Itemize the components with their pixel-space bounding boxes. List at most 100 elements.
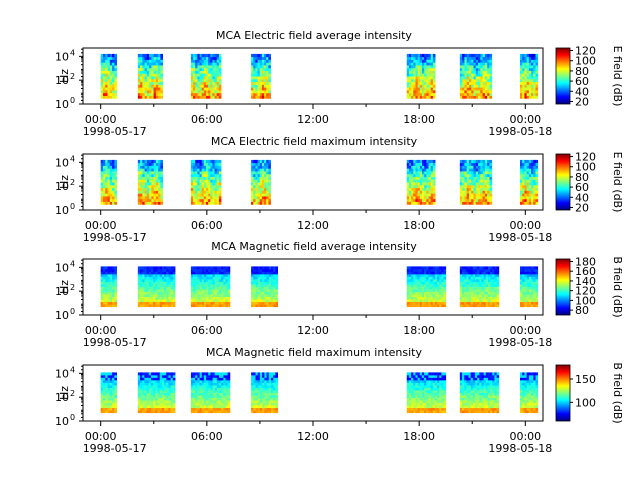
- spectrogram-cell: [522, 182, 525, 186]
- spectrogram-cell: [266, 402, 270, 406]
- spectrogram-cell: [168, 390, 172, 393]
- spectrogram-cell: [206, 395, 209, 398]
- spectrogram-cell: [214, 182, 218, 186]
- spectrogram-cell: [195, 268, 198, 272]
- spectrogram-cell: [102, 159, 106, 164]
- spectrogram-cell: [419, 281, 423, 285]
- spectrogram-cell: [155, 301, 158, 305]
- spectrogram-cell: [140, 89, 143, 94]
- spectrogram-cell: [161, 402, 165, 406]
- spectrogram-cell: [223, 299, 226, 303]
- spectrogram-cell: [197, 405, 200, 409]
- spectrogram-cell: [227, 410, 231, 414]
- spectrogram-cell: [112, 291, 115, 295]
- spectrogram-cell: [190, 70, 194, 74]
- spectrogram-cell: [114, 294, 118, 298]
- spectrogram-cell: [475, 89, 479, 94]
- spectrogram-cell: [219, 296, 222, 300]
- spectrogram-cell: [426, 201, 429, 205]
- spectrogram-cell: [472, 299, 476, 303]
- spectrogram-cell: [411, 84, 414, 88]
- spectrogram-cell: [422, 198, 425, 202]
- panel-title: MCA Magnetic field maximum intensity: [206, 346, 422, 359]
- spectrogram-cell: [492, 278, 495, 282]
- spectrogram-cell: [195, 159, 198, 164]
- spectrogram-cell: [494, 304, 497, 308]
- spectrogram-cell: [479, 281, 482, 285]
- spectrogram-cell: [157, 296, 161, 300]
- spectrogram-cell: [153, 92, 157, 96]
- spectrogram-cell: [112, 372, 115, 376]
- spectrogram-cell: [259, 276, 263, 280]
- spectrogram-cell: [487, 165, 490, 169]
- spectrogram-cell: [100, 397, 104, 401]
- spectrogram-cell: [102, 62, 106, 66]
- spectrogram-cell: [100, 73, 104, 77]
- spectrogram-cell: [439, 284, 442, 287]
- spectrogram-cell: [206, 296, 209, 300]
- spectrogram-cell: [142, 159, 145, 164]
- spectrogram-cell: [212, 198, 215, 202]
- spectrogram-cell: [208, 382, 211, 386]
- spectrogram-cell: [406, 304, 410, 308]
- spectrogram-cell: [264, 299, 267, 303]
- spectrogram-cell: [268, 84, 271, 88]
- spectrogram-cell: [208, 87, 211, 91]
- spectrogram-cell: [477, 286, 480, 290]
- spectrogram-cell: [474, 299, 478, 303]
- spectrogram-cell: [199, 395, 203, 398]
- spectrogram-cell: [208, 377, 211, 381]
- spectrogram-cell: [261, 87, 265, 91]
- spectrogram-cell: [214, 271, 218, 275]
- spectrogram-cell: [172, 372, 176, 376]
- spectrogram-cell: [219, 400, 222, 404]
- spectrogram-cell: [430, 281, 434, 285]
- spectrogram-cell: [533, 198, 536, 202]
- spectrogram-cell: [216, 62, 220, 66]
- spectrogram-cell: [227, 276, 231, 280]
- spectrogram-cell: [199, 281, 203, 285]
- spectrogram-cell: [528, 70, 532, 74]
- spectrogram-cell: [216, 400, 220, 404]
- spectrogram-cell: [158, 168, 161, 172]
- spectrogram-cell: [419, 190, 423, 194]
- spectrogram-cell: [533, 81, 536, 85]
- spectrogram-cell: [473, 95, 477, 99]
- spectrogram-cell: [164, 374, 167, 378]
- spectrogram-cell: [475, 84, 479, 88]
- spectrogram-cell: [149, 76, 152, 80]
- spectrogram-cell: [428, 301, 431, 305]
- spectrogram-cell: [408, 304, 412, 308]
- spectrogram-cell: [520, 59, 523, 63]
- spectrogram-cell: [466, 59, 470, 63]
- spectrogram-cell: [225, 382, 229, 386]
- spectrogram-cell: [205, 195, 209, 200]
- spectrogram-cell: [146, 410, 150, 414]
- spectrogram-cell: [100, 62, 104, 66]
- spectrogram-cell: [206, 291, 209, 295]
- spectrogram-cell: [524, 53, 528, 58]
- colorbar-tick-label: 180: [575, 255, 596, 268]
- spectrogram-cell: [161, 291, 165, 295]
- spectrogram-cell: [268, 395, 272, 398]
- x-tick-label: 00:00: [509, 113, 541, 126]
- spectrogram-cell: [257, 184, 261, 189]
- spectrogram-cell: [193, 62, 196, 66]
- spectrogram-cell: [208, 184, 211, 189]
- spectrogram-cell: [221, 395, 224, 398]
- spectrogram-cell: [151, 162, 155, 166]
- spectrogram-cell: [255, 89, 258, 94]
- spectrogram-cell: [105, 187, 108, 191]
- spectrogram-cell: [107, 78, 111, 83]
- spectrogram-cell: [109, 299, 113, 303]
- spectrogram-cell: [483, 273, 487, 277]
- spectrogram-cell: [473, 171, 477, 175]
- spectrogram-cell: [266, 294, 270, 298]
- spectrogram-cell: [107, 405, 111, 409]
- spectrogram-cell: [406, 273, 410, 277]
- spectrogram-cell: [137, 304, 141, 308]
- spectrogram-cell: [535, 176, 539, 180]
- spectrogram-cell: [168, 289, 172, 292]
- spectrogram-cell: [253, 407, 256, 411]
- spectrogram-cell: [214, 379, 218, 383]
